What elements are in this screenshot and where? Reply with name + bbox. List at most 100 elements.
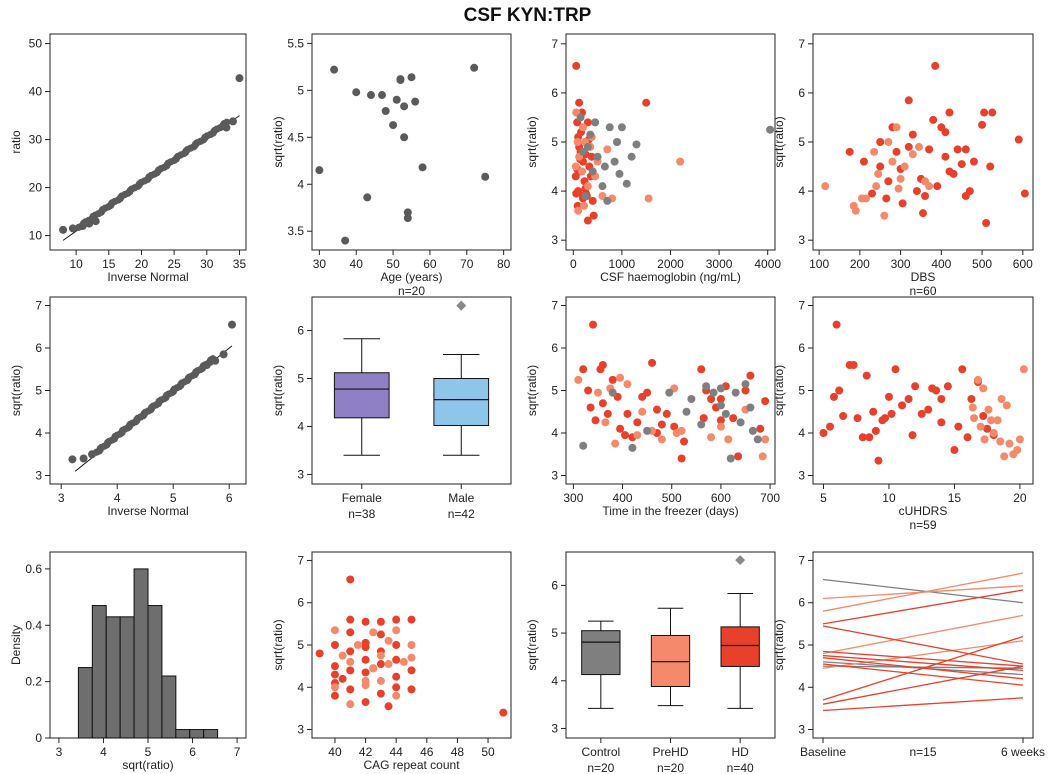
y-tick-label: 5 (297, 372, 304, 386)
data-point (677, 454, 686, 463)
data-point (716, 395, 725, 403)
data-point (662, 409, 671, 418)
data-point (211, 356, 220, 365)
y-tick-label: 30 (29, 133, 43, 147)
data-point (958, 365, 967, 374)
y-tick-label: 3 (297, 723, 304, 737)
data-point (581, 192, 590, 200)
y-tick-label: 3.5 (287, 224, 304, 238)
data-point (869, 407, 878, 416)
data-point (1019, 365, 1028, 374)
data-point (579, 123, 588, 132)
y-tick-label: 7 (798, 553, 805, 567)
data-point (573, 138, 582, 146)
data-point (1005, 439, 1014, 448)
data-point (623, 409, 632, 418)
paired-line (822, 635, 1024, 701)
y-axis-label: sqrt(ratio) (271, 619, 285, 670)
data-point (849, 361, 858, 369)
x-axis-label: Time in the freezer (days) (602, 504, 738, 518)
x-tick-label: 15 (102, 257, 116, 271)
x-tick-label: 500 (662, 491, 682, 505)
data-point (586, 403, 595, 412)
data-point (933, 182, 942, 191)
data-point (858, 433, 867, 442)
x-tick-label: 50 (386, 257, 400, 271)
data-point (982, 219, 991, 227)
y-axis-label: sqrt(ratio) (525, 116, 539, 167)
histogram-bar (77, 667, 93, 739)
x-tick-label: 5 (145, 745, 152, 759)
y-axis-label: sqrt(ratio) (525, 619, 539, 670)
y-tick-label: 6 (551, 578, 558, 592)
data-point (924, 405, 933, 414)
histogram-bar (105, 616, 121, 739)
data-point (761, 435, 770, 444)
paired-line (822, 654, 1024, 672)
data-point (392, 655, 401, 664)
x-tick-label: HD (731, 745, 749, 759)
x-tick-label: 700 (760, 491, 780, 505)
y-axis-label: Density (9, 625, 23, 665)
x-tick-label: 40 (328, 745, 342, 759)
data-point (571, 172, 580, 181)
data-point (613, 138, 622, 146)
x-tick-label: 30 (200, 257, 214, 271)
data-point (709, 388, 718, 397)
data-point (381, 107, 390, 116)
data-point (908, 130, 917, 139)
data-point (978, 120, 987, 129)
data-point (741, 380, 750, 389)
data-point (470, 63, 479, 72)
x-tick-label: 3 (56, 745, 63, 759)
data-point (697, 365, 706, 374)
data-point (228, 320, 236, 329)
chart-p6: 3 4 5 6 sqrt(ratio) Female n=38 Male n=42 (271, 296, 512, 521)
data-point (78, 222, 87, 230)
data-point (418, 163, 427, 172)
data-point (753, 435, 762, 444)
y-tick-label: 5 (551, 135, 558, 149)
data-point (598, 182, 607, 191)
data-point (987, 416, 996, 425)
x-tick-label: 30 (313, 257, 327, 271)
data-point (633, 431, 642, 440)
data-point (392, 641, 401, 649)
data-point (574, 375, 583, 384)
x-tick-label: 7 (234, 745, 241, 759)
data-point (574, 206, 583, 215)
y-axis-label: sqrt(ratio) (271, 365, 285, 416)
data-point (396, 76, 405, 85)
data-point (989, 429, 998, 437)
data-point (330, 662, 339, 671)
data-point (829, 392, 838, 401)
data-point (330, 670, 339, 679)
y-tick-label: 4 (551, 426, 558, 440)
y-tick-label: 4 (798, 426, 805, 440)
y-tick-label: 3 (35, 469, 42, 483)
y-tick-label: 6 (798, 596, 805, 610)
data-point (228, 117, 237, 126)
data-point (499, 708, 508, 717)
paired-line (822, 614, 1024, 655)
data-point (621, 431, 630, 440)
y-tick-label: 5.5 (287, 36, 304, 50)
x-axis-label: CAG repeat count (363, 758, 460, 772)
paired-line (822, 665, 1024, 705)
x-tick-label: 35 (233, 257, 247, 271)
data-point (888, 157, 897, 166)
data-point (839, 412, 848, 420)
y-tick-label: 4 (35, 426, 42, 440)
data-point (657, 420, 666, 429)
data-point (721, 409, 730, 418)
x-tick-label: Male (448, 491, 474, 505)
data-point (716, 384, 725, 393)
y-tick-label: 3 (551, 233, 558, 247)
data-point (986, 162, 995, 171)
histogram-bar (161, 675, 177, 739)
data-point (346, 657, 355, 666)
data-point (583, 182, 592, 191)
chart-p3: 3 4 5 6 7 sqrt(ratio) 0 1000 2000 3000 4000 CSF hae… (525, 33, 781, 284)
data-point (603, 196, 612, 205)
